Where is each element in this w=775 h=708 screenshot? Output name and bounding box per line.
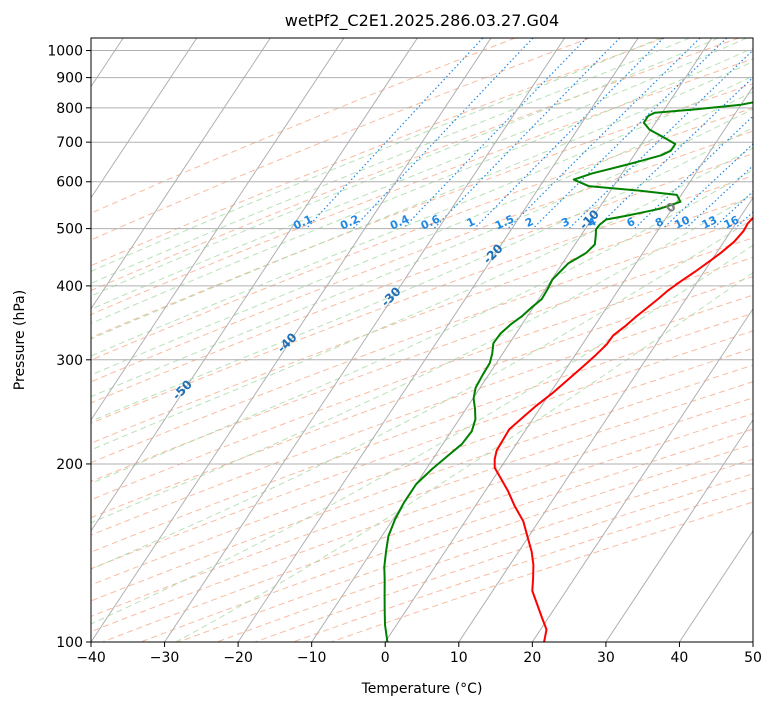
isotherm-line [458, 196, 753, 642]
y-tick-label: 200 [56, 457, 83, 473]
dewpoint-trace [383, 101, 753, 642]
moist-adiabat-line [175, 271, 753, 642]
moist-adiabat-line [91, 193, 753, 524]
isotherm-line [311, 38, 713, 642]
x-tick-label: 30 [597, 650, 615, 666]
y-tick-label: 900 [56, 71, 83, 87]
dry-adiabat-line [91, 38, 665, 267]
moist-adiabat-line [91, 61, 753, 340]
moist-adiabats [91, 38, 753, 642]
y-tick-label: 1000 [47, 44, 83, 60]
moist-adiabat-line [91, 169, 753, 484]
moist-adiabat-line [91, 38, 719, 297]
dry-adiabat-line [91, 364, 753, 602]
isotherm-line [531, 307, 753, 642]
dry-adiabat-line [91, 38, 739, 292]
mixing-ratio-label: 16 [722, 213, 742, 231]
mixing-ratio-line [473, 38, 664, 230]
isotherm-line [164, 38, 566, 642]
x-tick-label: 0 [381, 650, 390, 666]
x-tick-label: −20 [223, 650, 253, 666]
mixing-ratio-label: 10 [672, 213, 692, 231]
x-tick-label: 10 [450, 650, 468, 666]
moist-adiabat-line [91, 147, 753, 451]
moist-adiabat-line [91, 47, 753, 325]
isotherm-line [605, 418, 753, 642]
moist-adiabat-line [91, 127, 753, 422]
mixing-ratio-line [595, 76, 753, 230]
dry-adiabat-line [91, 237, 753, 482]
plot-frame [90, 37, 754, 643]
mixing-ratio-line [568, 49, 753, 230]
dry-adiabat-line [91, 153, 753, 404]
dry-adiabat-line [91, 107, 753, 361]
mixing-ratio-line [305, 38, 484, 230]
dry-adiabat-line [91, 381, 753, 617]
dry-adiabats [91, 38, 753, 642]
mixing-ratio-line [433, 38, 621, 230]
y-tick-label: 700 [56, 135, 83, 151]
moist-adiabat-line [91, 244, 753, 625]
x-tick-label: −40 [76, 650, 106, 666]
mixing-ratio-line [507, 38, 701, 230]
moist-adiabat-line [91, 38, 662, 272]
isotherm-line [91, 38, 198, 199]
y-axis: 1000 900 800 700 600 500 400 300 200 100 [47, 44, 91, 651]
mixing-ratio-line [352, 38, 534, 230]
isotherm-line [91, 38, 418, 532]
sounding-traces [383, 101, 753, 642]
x-tick-label: 50 [744, 650, 762, 666]
dry-adiabat-line [91, 83, 753, 339]
x-axis: −40 −30 −20 −10 0 10 20 30 40 50 [76, 642, 762, 666]
x-tick-label: −30 [150, 650, 180, 666]
x-tick-label: 40 [671, 650, 689, 666]
y-tick-label: 400 [56, 279, 83, 295]
moist-adiabat-line [91, 218, 753, 570]
y-axis-label: Pressure (hPa) [12, 290, 28, 390]
x-tick-label: 20 [523, 650, 541, 666]
dry-adiabat-line [91, 38, 516, 214]
dry-adiabat-line [91, 275, 753, 519]
dry-adiabat-line [91, 175, 753, 424]
y-tick-label: 500 [56, 222, 83, 238]
isotherm-line [91, 38, 345, 421]
isotherm-line [91, 38, 271, 310]
y-tick-label: 100 [56, 635, 83, 651]
x-axis-label: Temperature (°C) [361, 681, 483, 697]
x-tick-label: −10 [297, 650, 327, 666]
isotherm-line [91, 38, 492, 642]
isotherm-line [384, 85, 753, 642]
isotherm-line [237, 38, 639, 642]
dry-adiabat-line [91, 130, 753, 383]
skewed-isotherms [91, 38, 753, 642]
y-tick-label: 800 [56, 101, 83, 117]
y-tick-label: 600 [56, 175, 83, 191]
isotherm-line [678, 529, 753, 642]
mixing-ratio-label: 13 [700, 213, 719, 231]
mixing-ratio-line [402, 38, 588, 230]
dry-adiabat-line [91, 330, 753, 570]
moist-adiabat-line [91, 91, 753, 376]
chart-title: wetPf2_C2E1.2025.286.03.27.G04 [285, 11, 559, 31]
y-tick-label: 300 [56, 353, 83, 369]
moist-adiabat-line [91, 38, 690, 284]
mixing-ratio-line [662, 143, 753, 230]
temperature-trace [493, 216, 753, 642]
mixing-ratio-lines [305, 38, 753, 230]
